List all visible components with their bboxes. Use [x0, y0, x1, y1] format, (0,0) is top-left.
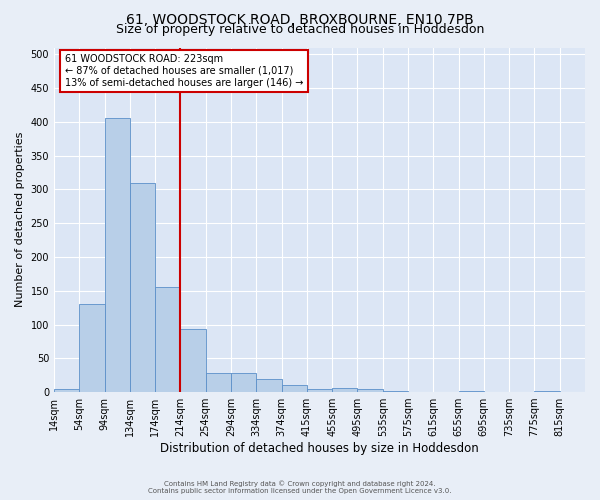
Text: 61, WOODSTOCK ROAD, BROXBOURNE, EN10 7PB: 61, WOODSTOCK ROAD, BROXBOURNE, EN10 7PB: [126, 12, 474, 26]
Bar: [281, 384, 307, 392]
Text: Size of property relative to detached houses in Hoddesdon: Size of property relative to detached ho…: [116, 24, 484, 36]
Bar: [256, 379, 281, 392]
Bar: [130, 182, 155, 392]
Text: 61 WOODSTOCK ROAD: 223sqm
← 87% of detached houses are smaller (1,017)
13% of se: 61 WOODSTOCK ROAD: 223sqm ← 87% of detac…: [65, 54, 303, 88]
Y-axis label: Number of detached properties: Number of detached properties: [15, 132, 25, 308]
Bar: [307, 388, 332, 392]
Bar: [79, 304, 104, 392]
Bar: [155, 288, 181, 392]
Bar: [231, 373, 256, 392]
Bar: [535, 390, 560, 392]
Bar: [206, 373, 231, 392]
Bar: [358, 390, 383, 392]
Bar: [181, 329, 206, 392]
Bar: [332, 388, 358, 392]
Bar: [104, 118, 130, 392]
Bar: [383, 390, 408, 392]
Bar: [54, 388, 79, 392]
Text: Contains HM Land Registry data © Crown copyright and database right 2024.
Contai: Contains HM Land Registry data © Crown c…: [148, 480, 452, 494]
X-axis label: Distribution of detached houses by size in Hoddesdon: Distribution of detached houses by size …: [160, 442, 479, 455]
